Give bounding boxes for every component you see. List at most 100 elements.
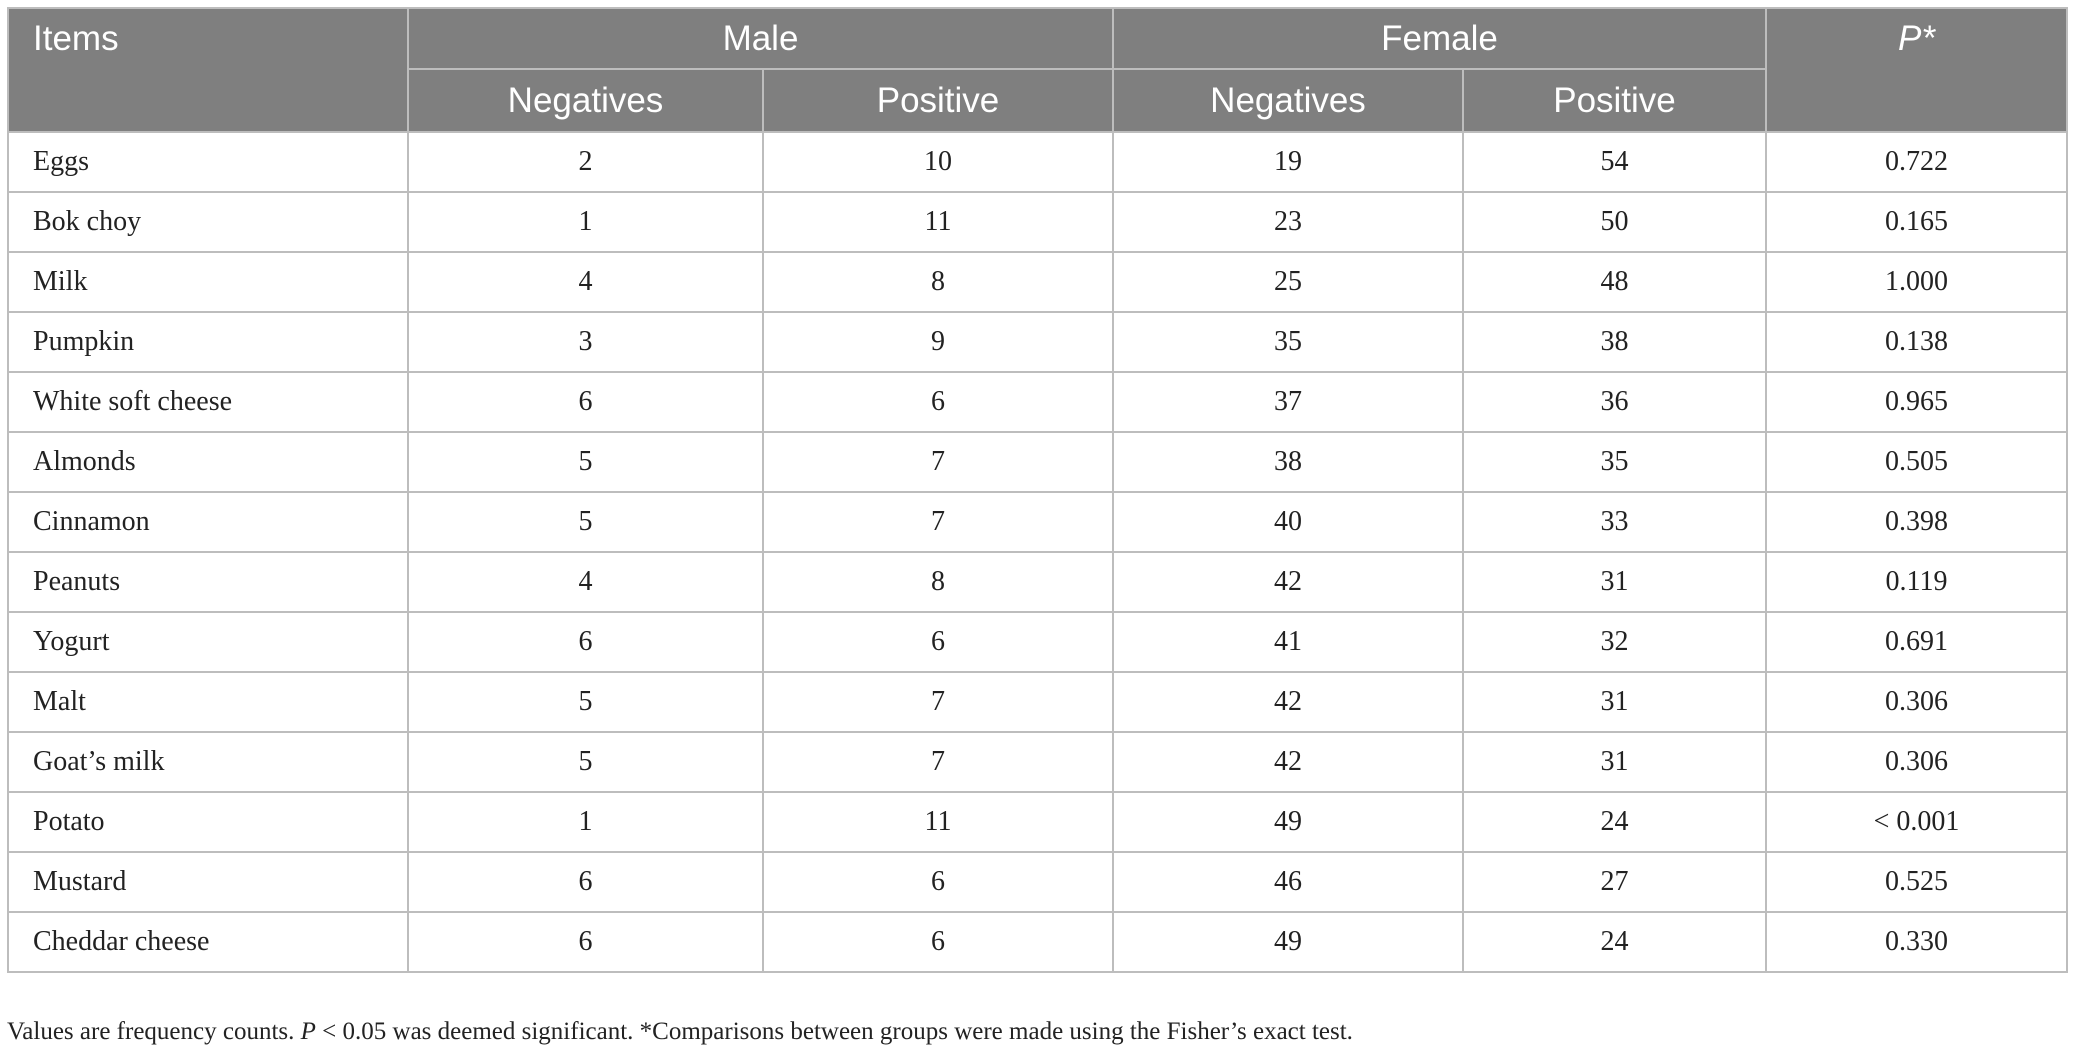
p-value-cell: 0.505 [1765, 431, 2068, 493]
female-negatives-cell: 49 [1112, 911, 1464, 973]
table-row: Almonds 5 7 38 35 0.505 [7, 431, 2068, 493]
item-cell: Potato [7, 791, 409, 853]
female-positive-cell: 36 [1462, 371, 1767, 433]
header-male-negatives: Negatives [407, 68, 764, 133]
header-female-positive: Positive [1462, 68, 1767, 133]
male-negatives-cell: 6 [407, 371, 764, 433]
male-positive-cell: 6 [762, 911, 1114, 973]
female-positive-cell: 33 [1462, 491, 1767, 553]
table-row: Potato 1 11 49 24 < 0.001 [7, 791, 2068, 853]
table-body: Eggs 2 10 19 54 0.722 Bok choy 1 11 23 50 0.165 Milk… [7, 131, 2068, 973]
p-value-cell: 0.306 [1765, 731, 2068, 793]
female-negatives-cell: 42 [1112, 551, 1464, 613]
header-male-positive: Positive [762, 68, 1114, 133]
male-negatives-cell: 1 [407, 791, 764, 853]
header-male: Male [407, 7, 1114, 70]
item-cell: Milk [7, 251, 409, 313]
male-negatives-cell: 2 [407, 131, 764, 193]
male-negatives-cell: 6 [407, 851, 764, 913]
female-positive-cell: 50 [1462, 191, 1767, 253]
male-negatives-cell: 4 [407, 551, 764, 613]
table-row: Bok choy 1 11 23 50 0.165 [7, 191, 2068, 253]
female-negatives-cell: 38 [1112, 431, 1464, 493]
item-cell: Cinnamon [7, 491, 409, 553]
item-cell: Almonds [7, 431, 409, 493]
male-negatives-cell: 6 [407, 611, 764, 673]
male-negatives-cell: 3 [407, 311, 764, 373]
female-negatives-cell: 46 [1112, 851, 1464, 913]
female-positive-cell: 48 [1462, 251, 1767, 313]
header-row-subgroups: Negatives Positive Negatives Positive [8, 68, 2067, 133]
table-row: Eggs 2 10 19 54 0.722 [7, 131, 2068, 193]
female-negatives-cell: 41 [1112, 611, 1464, 673]
female-positive-cell: 31 [1462, 671, 1767, 733]
item-cell: Yogurt [7, 611, 409, 673]
female-negatives-cell: 42 [1112, 731, 1464, 793]
table-row: Yogurt 6 6 41 32 0.691 [7, 611, 2068, 673]
allergen-sex-comparison-table: Items Male Female P* Negatives Positive … [7, 7, 2068, 973]
female-positive-cell: 31 [1462, 731, 1767, 793]
header-female-negatives: Negatives [1112, 68, 1464, 133]
male-negatives-cell: 1 [407, 191, 764, 253]
item-cell: Peanuts [7, 551, 409, 613]
p-value-cell: 0.330 [1765, 911, 2068, 973]
male-positive-cell: 8 [762, 551, 1114, 613]
header-row-groups: Items Male Female P* [7, 7, 2068, 133]
header-female: Female [1112, 7, 1767, 70]
female-negatives-cell: 35 [1112, 311, 1464, 373]
table-row: Cheddar cheese 6 6 49 24 0.330 [7, 911, 2068, 973]
item-cell: White soft cheese [7, 371, 409, 433]
male-positive-cell: 9 [762, 311, 1114, 373]
male-positive-cell: 7 [762, 671, 1114, 733]
table-row: Cinnamon 5 7 40 33 0.398 [7, 491, 2068, 553]
male-positive-cell: 11 [762, 791, 1114, 853]
p-value-cell: 0.398 [1765, 491, 2068, 553]
male-negatives-cell: 5 [407, 431, 764, 493]
table-row: Goat’s milk 5 7 42 31 0.306 [7, 731, 2068, 793]
p-value-cell: 0.138 [1765, 311, 2068, 373]
item-cell: Cheddar cheese [7, 911, 409, 973]
female-negatives-cell: 37 [1112, 371, 1464, 433]
male-positive-cell: 6 [762, 371, 1114, 433]
female-positive-cell: 24 [1462, 911, 1767, 973]
item-cell: Pumpkin [7, 311, 409, 373]
male-positive-cell: 6 [762, 851, 1114, 913]
table-row: White soft cheese 6 6 37 36 0.965 [7, 371, 2068, 433]
male-positive-cell: 7 [762, 731, 1114, 793]
female-negatives-cell: 23 [1112, 191, 1464, 253]
p-value-cell: < 0.001 [1765, 791, 2068, 853]
table-row: Malt 5 7 42 31 0.306 [7, 671, 2068, 733]
male-positive-cell: 7 [762, 491, 1114, 553]
table-row: Milk 4 8 25 48 1.000 [7, 251, 2068, 313]
female-negatives-cell: 49 [1112, 791, 1464, 853]
male-negatives-cell: 6 [407, 911, 764, 973]
p-value-cell: 0.965 [1765, 371, 2068, 433]
female-positive-cell: 24 [1462, 791, 1767, 853]
item-cell: Malt [7, 671, 409, 733]
female-positive-cell: 27 [1462, 851, 1767, 913]
female-positive-cell: 31 [1462, 551, 1767, 613]
item-cell: Goat’s milk [7, 731, 409, 793]
p-value-cell: 0.691 [1765, 611, 2068, 673]
male-positive-cell: 10 [762, 131, 1114, 193]
p-value-cell: 1.000 [1765, 251, 2068, 313]
item-cell: Mustard [7, 851, 409, 913]
female-negatives-cell: 42 [1112, 671, 1464, 733]
header-items: Items [7, 7, 409, 133]
footnote-p-symbol: P [300, 1018, 316, 1045]
male-positive-cell: 8 [762, 251, 1114, 313]
table-row: Pumpkin 3 9 35 38 0.138 [7, 311, 2068, 373]
male-negatives-cell: 4 [407, 251, 764, 313]
male-positive-cell: 7 [762, 431, 1114, 493]
p-value-cell: 0.525 [1765, 851, 2068, 913]
female-negatives-cell: 19 [1112, 131, 1464, 193]
male-negatives-cell: 5 [407, 491, 764, 553]
male-negatives-cell: 5 [407, 671, 764, 733]
p-value-cell: 0.119 [1765, 551, 2068, 613]
p-value-cell: 0.722 [1765, 131, 2068, 193]
table-row: Mustard 6 6 46 27 0.525 [7, 851, 2068, 913]
male-negatives-cell: 5 [407, 731, 764, 793]
female-positive-cell: 32 [1462, 611, 1767, 673]
item-cell: Bok choy [7, 191, 409, 253]
item-cell: Eggs [7, 131, 409, 193]
